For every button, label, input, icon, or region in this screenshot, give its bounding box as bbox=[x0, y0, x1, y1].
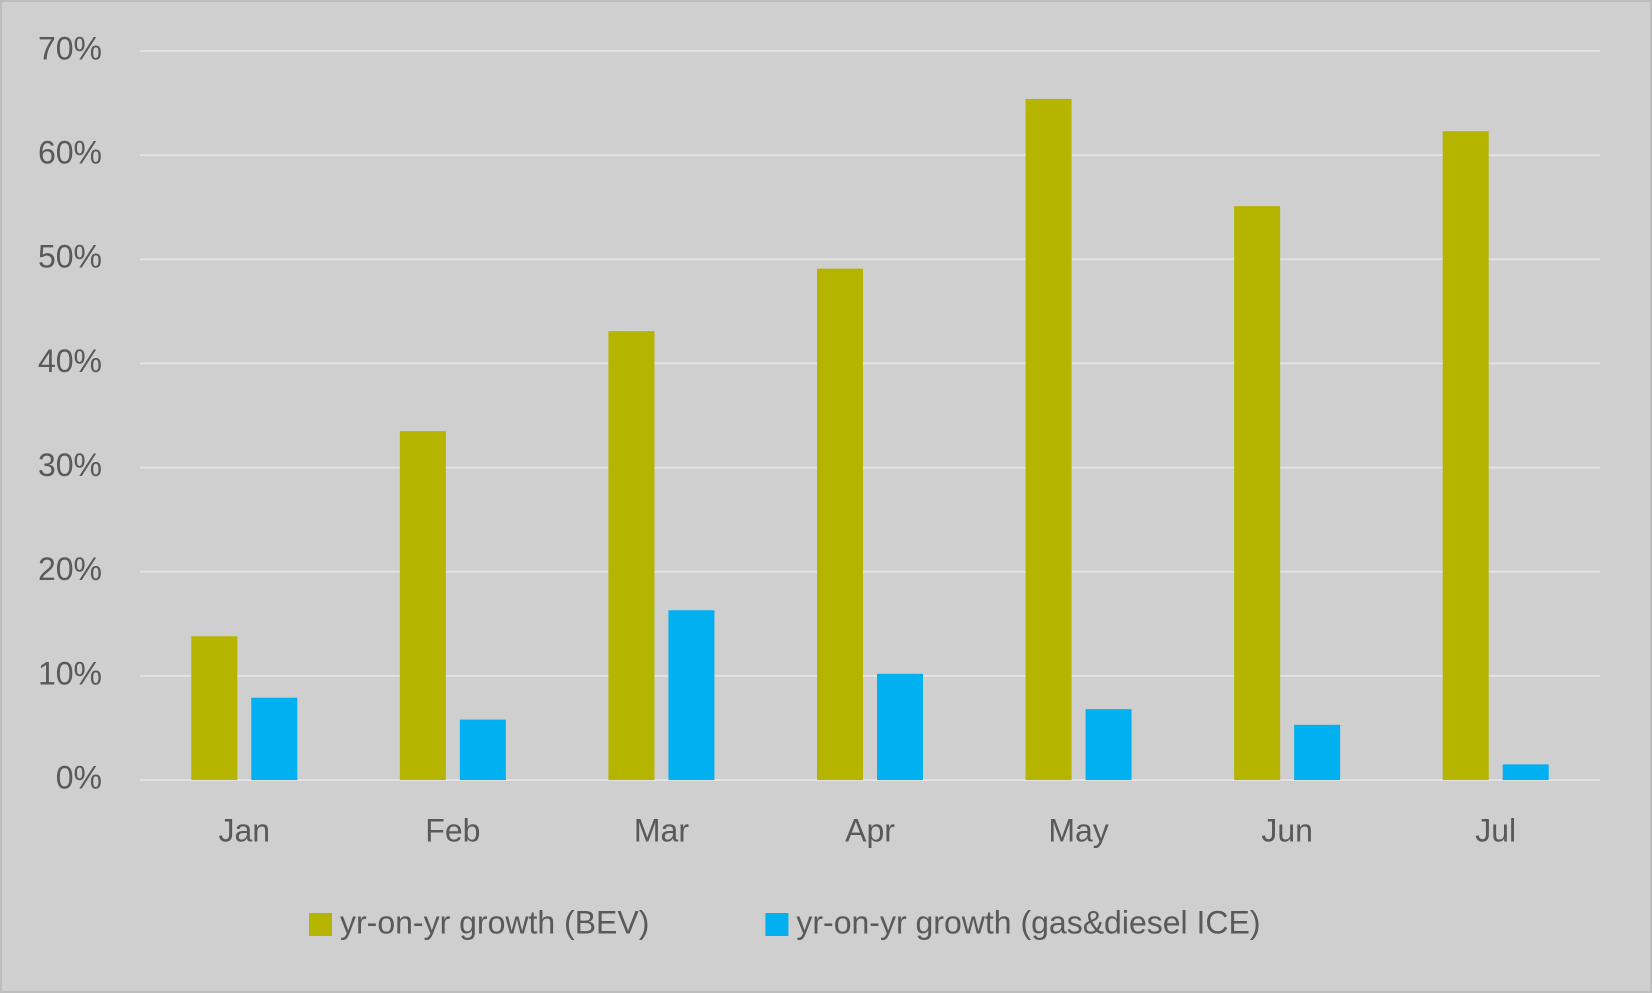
legend-label: yr-on-yr growth (BEV) bbox=[340, 904, 649, 940]
bar bbox=[399, 431, 446, 780]
bar bbox=[608, 331, 655, 780]
legend-label: yr-on-yr growth (gas&diesel ICE) bbox=[796, 904, 1260, 940]
bar bbox=[668, 610, 715, 780]
legend-marker bbox=[309, 913, 332, 936]
bar bbox=[1085, 709, 1132, 780]
x-tick-label: Jul bbox=[1475, 812, 1516, 848]
bar bbox=[1442, 131, 1489, 780]
y-tick-label: 40% bbox=[38, 343, 102, 379]
bar bbox=[877, 673, 923, 780]
y-tick-label: 10% bbox=[38, 655, 102, 691]
legend-marker bbox=[765, 913, 789, 936]
bar bbox=[191, 636, 238, 780]
y-tick-label: 50% bbox=[38, 239, 102, 275]
bar bbox=[817, 268, 863, 780]
x-tick-label: Jan bbox=[218, 812, 270, 848]
x-tick-label: Feb bbox=[425, 812, 480, 848]
bar bbox=[459, 719, 506, 780]
y-tick-label: 20% bbox=[38, 551, 102, 587]
y-tick-label: 0% bbox=[56, 759, 102, 795]
bar bbox=[1025, 98, 1072, 781]
bar bbox=[251, 697, 298, 780]
x-tick-label: Jun bbox=[1261, 812, 1313, 848]
x-tick-label: Apr bbox=[845, 812, 895, 848]
x-tick-label: May bbox=[1048, 812, 1108, 848]
bar bbox=[1294, 724, 1341, 780]
bar bbox=[1234, 206, 1281, 780]
y-tick-label: 70% bbox=[38, 30, 102, 66]
bar bbox=[1502, 764, 1549, 780]
y-tick-label: 30% bbox=[38, 447, 102, 483]
y-tick-label: 60% bbox=[38, 135, 102, 171]
x-tick-label: Mar bbox=[634, 812, 689, 848]
